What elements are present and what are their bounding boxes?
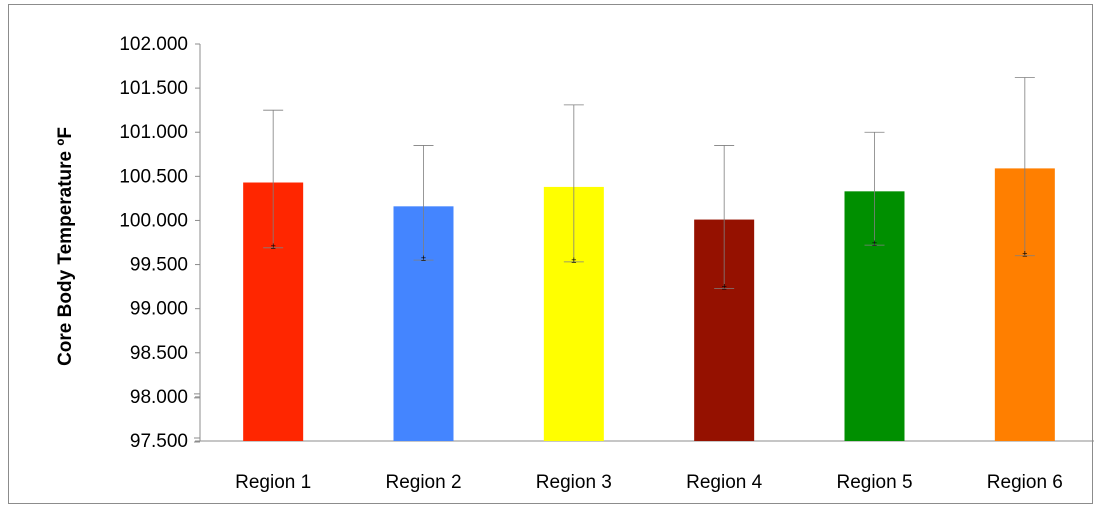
data-label: ± [722, 281, 727, 291]
y-tick-label: 100.500 [119, 166, 188, 187]
y-tick-label: 100.000 [119, 210, 188, 231]
x-tick-label: Region 6 [987, 472, 1063, 493]
chart-frame: 97.500 98.000 98.500 99.000 99.500 100.000 100… [8, 4, 1094, 504]
data-label: ± [571, 255, 576, 265]
y-tick-group: 97.500 98.000 98.500 99.000 99.500 100.000 100… [119, 34, 200, 452]
x-tick-label: Region 4 [686, 472, 762, 493]
y-tick-label: 101.500 [119, 78, 188, 99]
data-labels-group: ± ± ± ± ± ± [271, 238, 1028, 291]
axis-break-mark [194, 393, 200, 399]
x-tick-label: Region 3 [536, 472, 612, 493]
y-tick-label: 99.500 [130, 255, 188, 276]
y-tick-label: 101.000 [119, 122, 188, 143]
y-tick-label: 97.500 [130, 431, 188, 452]
x-tick-label: Region 1 [235, 472, 311, 493]
x-tick-label: Region 2 [385, 472, 461, 493]
bar-chart: 97.500 98.000 98.500 99.000 99.500 100.000 100… [55, 34, 1094, 493]
error-bar [864, 131, 885, 246]
bars-group [243, 168, 1055, 442]
data-label: ± [1022, 249, 1027, 259]
x-labels-group: Region 1 Region 2 Region 3 Region 4 Region 5… [235, 472, 1063, 493]
data-label: ± [271, 241, 276, 251]
error-bar [714, 145, 735, 289]
axes-group [199, 44, 1094, 442]
error-bar [413, 145, 434, 261]
data-label: ± [421, 253, 426, 263]
error-bars-group [263, 77, 1035, 289]
x-tick-label: Region 5 [836, 472, 912, 493]
y-tick-label: 99.000 [130, 299, 188, 320]
y-axis-title: Core Body Temperature ºF [55, 127, 76, 366]
axis-break-mark [194, 437, 200, 443]
error-bar [1014, 77, 1035, 257]
error-bar [563, 104, 584, 263]
y-tick-label: 98.500 [130, 343, 188, 364]
error-bar [263, 109, 284, 249]
data-label: ± [872, 238, 877, 248]
y-tick-label: 102.000 [119, 34, 188, 55]
y-tick-label: 98.000 [130, 387, 188, 408]
